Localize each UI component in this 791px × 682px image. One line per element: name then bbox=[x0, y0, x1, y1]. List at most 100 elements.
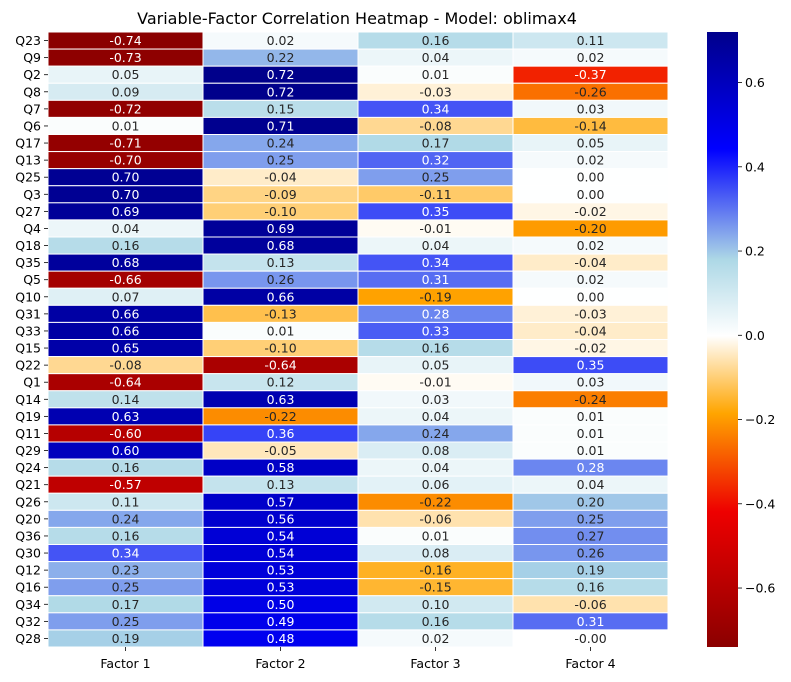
cell-value-label: 0.04 bbox=[577, 477, 605, 492]
colorbar-tick-label: 0.4 bbox=[745, 159, 765, 174]
cell-value-label: 0.35 bbox=[422, 204, 450, 219]
cell-value-label: 0.70 bbox=[112, 170, 140, 185]
cell-value-label: 0.05 bbox=[112, 67, 140, 82]
cell-value-label: 0.25 bbox=[112, 614, 140, 629]
y-tick-label: Q26 bbox=[15, 494, 41, 509]
cell-value-label: -0.09 bbox=[264, 187, 296, 202]
cell-value-label: 0.28 bbox=[422, 306, 450, 321]
cell-value-label: -0.19 bbox=[419, 289, 451, 304]
cell-value-label: 0.54 bbox=[267, 546, 295, 561]
x-axis-tick-labels: Factor 1 Factor 2 Factor 3 Factor 4 bbox=[100, 647, 616, 671]
cell-value-label: 0.01 bbox=[422, 67, 450, 82]
y-tick-label: Q17 bbox=[15, 136, 41, 151]
cell-value-label: -0.03 bbox=[574, 306, 606, 321]
cell-value-label: -0.02 bbox=[574, 204, 606, 219]
colorbar-ticks: 0.6 0.4 0.2 0.0 −0.2 −0.4 −0.6 bbox=[738, 75, 775, 596]
cell-value-label: 0.36 bbox=[267, 426, 295, 441]
cell-value-label: 0.26 bbox=[267, 272, 295, 287]
cell-value-label: 0.02 bbox=[577, 50, 605, 65]
y-tick-label: Q36 bbox=[15, 528, 41, 543]
cell-value-label: 0.01 bbox=[577, 409, 605, 424]
cell-value-label: -0.73 bbox=[109, 50, 141, 65]
colorbar-tick-label: 0.2 bbox=[745, 244, 765, 259]
cell-value-label: -0.20 bbox=[574, 221, 606, 236]
heatmap-cells bbox=[47, 31, 669, 648]
cell-value-label: 0.31 bbox=[422, 272, 450, 287]
y-tick-label: Q12 bbox=[15, 563, 41, 578]
cell-value-label: -0.57 bbox=[109, 477, 141, 492]
cell-value-label: 0.56 bbox=[267, 511, 295, 526]
cell-value-label: 0.72 bbox=[267, 84, 295, 99]
cell-value-label: 0.66 bbox=[112, 306, 140, 321]
cell-value-label: 0.53 bbox=[267, 563, 295, 578]
colorbar-tick-label: −0.6 bbox=[745, 581, 775, 596]
cell-value-label: 0.17 bbox=[422, 136, 450, 151]
y-tick-label: Q3 bbox=[23, 187, 41, 202]
y-tick-label: Q20 bbox=[15, 511, 41, 526]
cell-value-label: -0.04 bbox=[264, 170, 296, 185]
cell-value-label: 0.05 bbox=[577, 136, 605, 151]
cell-value-label: -0.64 bbox=[264, 358, 296, 373]
cell-value-label: 0.69 bbox=[267, 221, 295, 236]
cell-value-label: 0.16 bbox=[112, 238, 140, 253]
cell-value-label: 0.70 bbox=[112, 187, 140, 202]
y-tick-label: Q18 bbox=[15, 238, 41, 253]
cell-value-label: -0.03 bbox=[419, 84, 451, 99]
cell-value-label: 0.16 bbox=[422, 341, 450, 356]
cell-value-label: 0.28 bbox=[577, 460, 605, 475]
cell-value-label: 0.65 bbox=[112, 341, 140, 356]
cell-value-label: 0.12 bbox=[267, 375, 295, 390]
cell-value-label: 0.04 bbox=[422, 50, 450, 65]
cell-value-label: 0.03 bbox=[422, 392, 450, 407]
y-tick-label: Q1 bbox=[23, 375, 41, 390]
y-tick-label: Q9 bbox=[23, 50, 41, 65]
cell-value-label: -0.64 bbox=[109, 375, 141, 390]
cell-value-label: 0.13 bbox=[267, 255, 295, 270]
cell-value-label: 0.08 bbox=[422, 443, 450, 458]
colorbar bbox=[707, 32, 738, 647]
cell-value-label: 0.01 bbox=[422, 528, 450, 543]
colorbar-tick-label: −0.2 bbox=[745, 412, 775, 427]
cell-value-label: 0.04 bbox=[422, 409, 450, 424]
cell-value-label: 0.00 bbox=[577, 170, 605, 185]
cell-value-label: 0.02 bbox=[422, 631, 450, 646]
y-axis-tick-labels: Q23 Q9 Q2 Q8 Q7 Q6 Q17 Q13 Q25 Q3 Q27 Q4 Q18 Q35 Q5 Q10… bbox=[15, 33, 48, 646]
cell-value-label: 0.01 bbox=[267, 323, 295, 338]
cell-value-label: 0.66 bbox=[112, 323, 140, 338]
y-tick-label: Q28 bbox=[15, 631, 41, 646]
cell-value-label: -0.66 bbox=[109, 272, 141, 287]
cell-value-label: 0.24 bbox=[267, 136, 295, 151]
y-tick-label: Q11 bbox=[15, 426, 41, 441]
cell-value-label: 0.02 bbox=[577, 272, 605, 287]
cell-value-label: 0.69 bbox=[112, 204, 140, 219]
cell-value-label: 0.60 bbox=[112, 443, 140, 458]
cell-value-label: 0.49 bbox=[267, 614, 295, 629]
y-tick-label: Q30 bbox=[15, 546, 41, 561]
y-tick-label: Q14 bbox=[15, 392, 41, 407]
y-tick-label: Q25 bbox=[15, 170, 41, 185]
y-tick-label: Q6 bbox=[23, 118, 41, 133]
cell-value-label: 0.33 bbox=[422, 323, 450, 338]
cell-value-label: 0.19 bbox=[112, 631, 140, 646]
cell-value-label: -0.08 bbox=[419, 118, 451, 133]
cell-value-label: 0.00 bbox=[577, 289, 605, 304]
cell-value-label: 0.48 bbox=[267, 631, 295, 646]
y-tick-label: Q10 bbox=[15, 289, 41, 304]
cell-value-label: -0.22 bbox=[419, 494, 451, 509]
cell-value-label: -0.04 bbox=[574, 255, 606, 270]
cell-value-label: 0.10 bbox=[422, 597, 450, 612]
cell-value-label: 0.50 bbox=[267, 597, 295, 612]
cell-value-label: 0.63 bbox=[267, 392, 295, 407]
cell-value-label: -0.04 bbox=[574, 323, 606, 338]
cell-value-label: 0.11 bbox=[112, 494, 140, 509]
cell-value-label: -0.72 bbox=[109, 101, 141, 116]
x-tick-label: Factor 3 bbox=[410, 656, 460, 671]
cell-value-label: 0.19 bbox=[577, 563, 605, 578]
cell-value-label: -0.01 bbox=[419, 375, 451, 390]
cell-value-label: 0.72 bbox=[267, 67, 295, 82]
cell-value-label: 0.03 bbox=[577, 375, 605, 390]
y-tick-label: Q5 bbox=[23, 272, 41, 287]
cell-value-label: 0.31 bbox=[577, 614, 605, 629]
cell-value-label: 0.34 bbox=[112, 546, 140, 561]
